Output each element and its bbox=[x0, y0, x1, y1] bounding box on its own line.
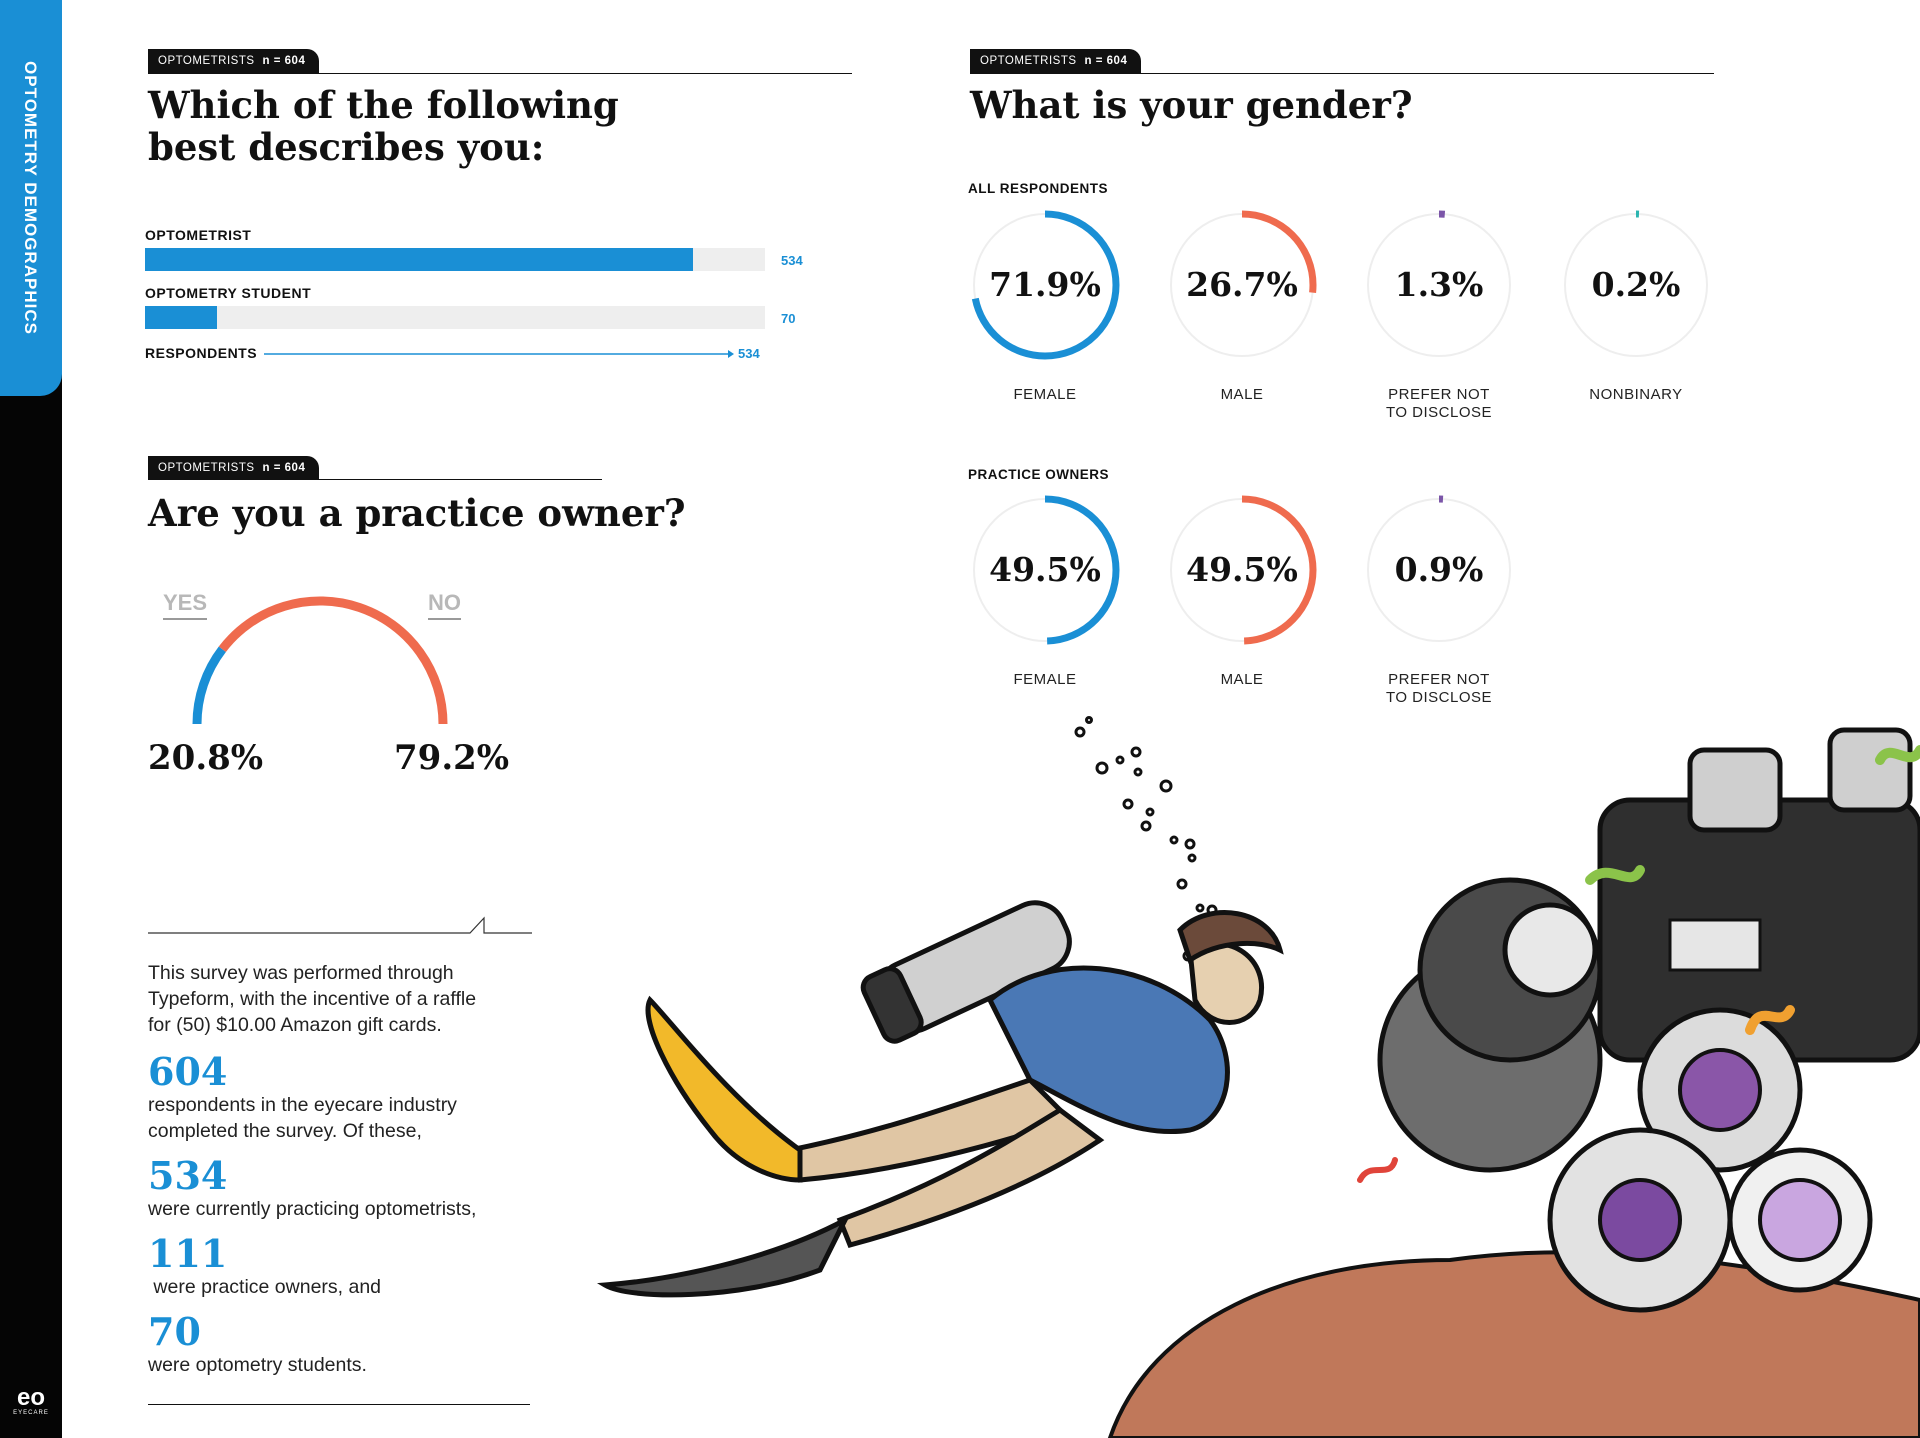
donut-value: 71.9% bbox=[989, 265, 1101, 304]
group-label-all: ALL RESPONDENTS bbox=[968, 181, 1109, 196]
section-rule bbox=[970, 73, 1714, 74]
donut-value: 49.5% bbox=[989, 550, 1101, 589]
bar-optometrist bbox=[145, 248, 694, 271]
stat-students-text: were optometry students. bbox=[148, 1354, 367, 1376]
bar-value-student: 70 bbox=[781, 311, 796, 326]
bar-track-optometrist bbox=[145, 248, 765, 271]
donut-prefer-not-to-disclose: 1.3% bbox=[1364, 210, 1514, 360]
gauge-segment-no bbox=[218, 596, 448, 725]
diver-illustration bbox=[596, 716, 1920, 1438]
donut-value: 0.9% bbox=[1394, 550, 1484, 589]
donut-label-line: TO DISCLOSE bbox=[1385, 689, 1493, 706]
donut-prefer-not-to-disclose: 0.9% bbox=[1364, 495, 1514, 645]
respondents-arrow bbox=[264, 350, 734, 358]
stat-owners: 111 bbox=[148, 1231, 228, 1276]
gender-title: What is your gender? bbox=[970, 83, 1413, 127]
donut-label-female: FEMALE bbox=[950, 386, 1140, 404]
donut-male: 49.5% bbox=[1167, 495, 1317, 645]
donut-label-line: TO DISCLOSE bbox=[1385, 404, 1493, 421]
section-rule bbox=[148, 73, 852, 74]
donut-arc-nonbinary bbox=[1561, 210, 1711, 360]
sample-tag: OPTOMETRISTS n = 604 bbox=[148, 456, 320, 480]
donut-ring bbox=[1167, 495, 1317, 645]
sidebar-section-label: OPTOMETRY DEMOGRAPHICS bbox=[21, 61, 40, 335]
donut-ring bbox=[970, 210, 1120, 360]
donut-arc-male bbox=[1167, 210, 1317, 360]
donut-arc-prefer-not-to-disclose bbox=[1364, 495, 1514, 645]
respondents-value: 534 bbox=[738, 346, 760, 361]
bar-label-optometrist: OPTOMETRIST bbox=[145, 227, 252, 243]
gauge-label-yes: YES bbox=[163, 590, 208, 620]
stat-owners-text: were practice owners, and bbox=[148, 1276, 382, 1298]
gauge-segment-yes bbox=[192, 646, 226, 725]
group-label-owners: PRACTICE OWNERS bbox=[968, 467, 1110, 482]
donut-label-prefer-not-to-disclose: PREFER NOT TO DISCLOSE bbox=[1344, 671, 1534, 707]
donut-arc-prefer-not-to-disclose bbox=[1364, 210, 1514, 360]
bottom-rule bbox=[148, 1404, 530, 1405]
sidebar-section-tab: OPTOMETRY DEMOGRAPHICS bbox=[0, 0, 62, 396]
stat-optometrists: 534 bbox=[148, 1153, 228, 1198]
donut-ring bbox=[1364, 495, 1514, 645]
donut-ring bbox=[970, 495, 1120, 645]
gauge-label-no: NO bbox=[428, 590, 461, 620]
practice-owner-gauge bbox=[192, 596, 448, 725]
bar-value-optometrist: 534 bbox=[781, 253, 803, 268]
stat-respondents: 604 bbox=[148, 1049, 228, 1094]
donut-label-line: PREFER NOT bbox=[1388, 386, 1490, 403]
section-rule bbox=[148, 479, 602, 480]
logo-subtext: EYECARE bbox=[13, 1410, 49, 1416]
donut-label-male: MALE bbox=[1147, 386, 1337, 404]
donut-label-line: PREFER NOT bbox=[1388, 671, 1490, 688]
sample-tag: OPTOMETRISTS n = 604 bbox=[148, 49, 320, 73]
donut-arc-male bbox=[1167, 495, 1317, 645]
summary-divider bbox=[148, 916, 532, 934]
summary-intro: This survey was performed through Typefo… bbox=[148, 962, 477, 1036]
sample-tag: OPTOMETRISTS n = 604 bbox=[970, 49, 1142, 73]
donut-ring bbox=[1167, 210, 1317, 360]
bar-track-student bbox=[145, 306, 765, 329]
donut-label-line: MALE bbox=[1220, 671, 1264, 688]
donut-female: 49.5% bbox=[970, 495, 1120, 645]
donut-value: 0.2% bbox=[1591, 265, 1681, 304]
gauge-value-no: 79.2% bbox=[394, 738, 510, 778]
donut-label-line: MALE bbox=[1220, 386, 1264, 403]
gauge-value-yes: 20.8% bbox=[148, 738, 264, 778]
bar-label-student: OPTOMETRY STUDENT bbox=[145, 285, 312, 301]
donut-label-line: FEMALE bbox=[1013, 386, 1077, 403]
describes-title: Which of the following best describes yo… bbox=[148, 83, 619, 169]
donut-arc-female bbox=[970, 495, 1120, 645]
stat-respondents-text: respondents in the eyecare industry comp… bbox=[148, 1094, 457, 1142]
eyecare-logo: eo EYECARE bbox=[12, 1384, 50, 1417]
donut-value: 26.7% bbox=[1186, 265, 1298, 304]
donut-nonbinary: 0.2% bbox=[1561, 210, 1711, 360]
stat-students: 70 bbox=[148, 1309, 201, 1354]
sidebar: OPTOMETRY DEMOGRAPHICS eo EYECARE bbox=[0, 0, 62, 1438]
donut-value: 49.5% bbox=[1186, 550, 1298, 589]
donut-label-line: FEMALE bbox=[1013, 671, 1077, 688]
logo-mark: eo bbox=[16, 1384, 45, 1411]
donut-ring bbox=[1561, 210, 1711, 360]
donut-label-male: MALE bbox=[1147, 671, 1337, 689]
donut-label-prefer-not-to-disclose: PREFER NOT TO DISCLOSE bbox=[1344, 386, 1534, 422]
donut-ring bbox=[1364, 210, 1514, 360]
stat-optometrists-text: were currently practicing optometrists, bbox=[148, 1198, 477, 1220]
respondents-label: RESPONDENTS bbox=[145, 345, 258, 361]
donut-arc-female bbox=[970, 210, 1120, 360]
bar-student bbox=[145, 306, 217, 329]
donut-value: 1.3% bbox=[1394, 265, 1484, 304]
donut-label-line: NONBINARY bbox=[1589, 386, 1683, 403]
donut-label-female: FEMALE bbox=[950, 671, 1140, 689]
donut-male: 26.7% bbox=[1167, 210, 1317, 360]
donut-label-nonbinary: NONBINARY bbox=[1541, 386, 1731, 404]
owner-title: Are you a practice owner? bbox=[148, 491, 686, 535]
donut-female: 71.9% bbox=[970, 210, 1120, 360]
